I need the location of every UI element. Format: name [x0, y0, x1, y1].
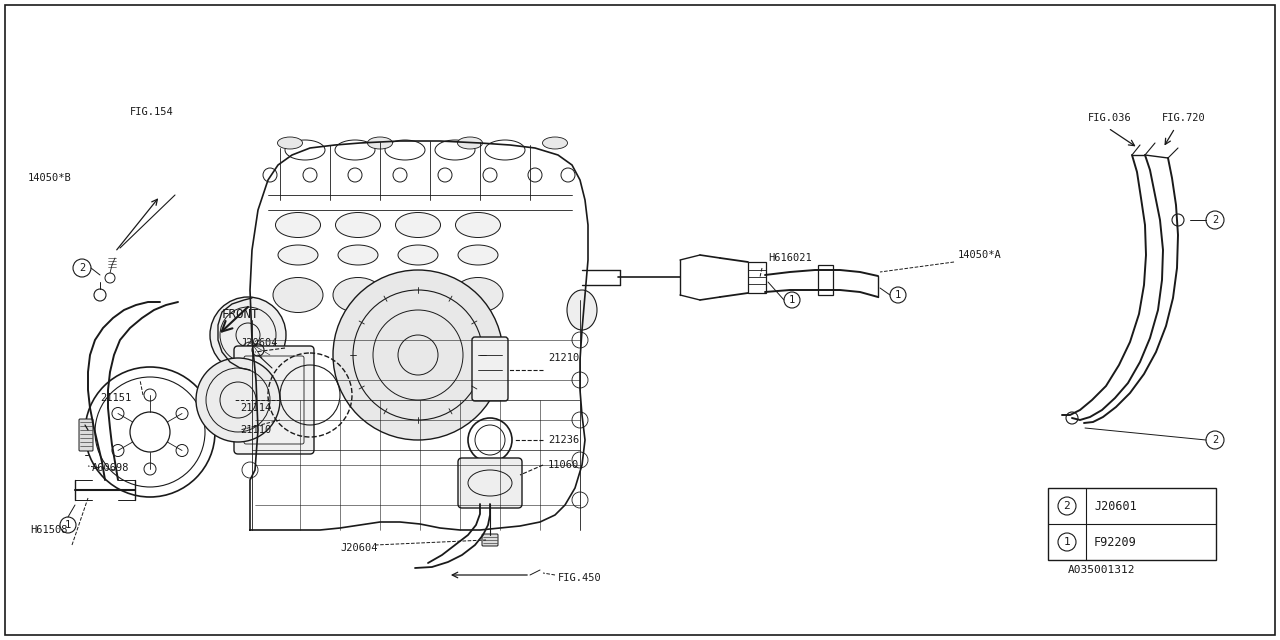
Text: 21151: 21151: [100, 393, 132, 403]
Circle shape: [333, 270, 503, 440]
Ellipse shape: [453, 278, 503, 312]
Text: FIG.154: FIG.154: [131, 107, 174, 117]
Ellipse shape: [567, 290, 596, 330]
Ellipse shape: [398, 245, 438, 265]
Ellipse shape: [458, 245, 498, 265]
FancyBboxPatch shape: [458, 458, 522, 508]
Ellipse shape: [278, 245, 317, 265]
Text: J20604: J20604: [241, 338, 278, 348]
Ellipse shape: [456, 212, 500, 237]
FancyBboxPatch shape: [234, 346, 314, 454]
FancyBboxPatch shape: [79, 419, 93, 451]
Text: 2: 2: [1212, 215, 1219, 225]
Text: 14050*A: 14050*A: [957, 250, 1002, 260]
Ellipse shape: [543, 137, 567, 149]
Ellipse shape: [273, 278, 323, 312]
Text: 14050*B: 14050*B: [28, 173, 72, 183]
Ellipse shape: [457, 137, 483, 149]
Text: A60698: A60698: [92, 463, 129, 473]
Text: H616021: H616021: [768, 253, 812, 263]
Text: 21110: 21110: [241, 425, 271, 435]
Text: J20604: J20604: [340, 543, 378, 553]
Text: 1: 1: [788, 295, 795, 305]
Ellipse shape: [393, 278, 443, 312]
Text: J20601: J20601: [1094, 499, 1137, 513]
Circle shape: [210, 297, 285, 373]
Text: FIG.036: FIG.036: [1088, 113, 1132, 123]
FancyBboxPatch shape: [472, 337, 508, 401]
Ellipse shape: [335, 212, 380, 237]
Text: 2: 2: [79, 263, 86, 273]
Text: FIG.450: FIG.450: [558, 573, 602, 583]
Ellipse shape: [275, 212, 320, 237]
Ellipse shape: [367, 137, 393, 149]
Circle shape: [196, 358, 280, 442]
FancyBboxPatch shape: [483, 534, 498, 546]
Ellipse shape: [396, 212, 440, 237]
Text: H61508: H61508: [29, 525, 68, 535]
Text: 21210: 21210: [548, 353, 580, 363]
Ellipse shape: [333, 278, 383, 312]
Text: 21114: 21114: [241, 403, 271, 413]
Text: 1: 1: [895, 290, 901, 300]
Text: FRONT: FRONT: [221, 308, 260, 321]
Text: A035001312: A035001312: [1068, 565, 1135, 575]
Text: FIG.720: FIG.720: [1162, 113, 1206, 123]
Text: 2: 2: [1212, 435, 1219, 445]
Text: 11060: 11060: [548, 460, 580, 470]
Ellipse shape: [278, 137, 302, 149]
Ellipse shape: [338, 245, 378, 265]
Text: 2: 2: [1064, 501, 1070, 511]
Text: F92209: F92209: [1094, 536, 1137, 548]
Text: 1: 1: [1064, 537, 1070, 547]
Text: 1: 1: [65, 520, 72, 530]
Text: 21236: 21236: [548, 435, 580, 445]
